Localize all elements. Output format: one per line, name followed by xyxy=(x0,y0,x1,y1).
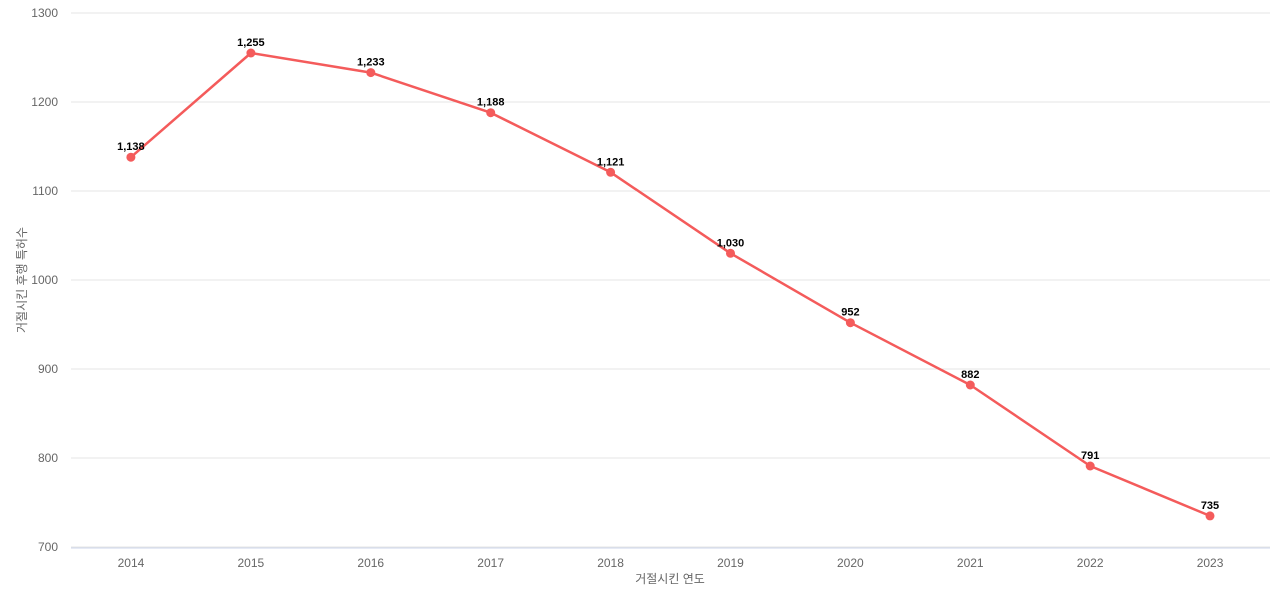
x-tick-labels: 2014 2015 2016 2017 2018 2019 2020 2021 2022 2023 xyxy=(118,556,1224,570)
x-tick-label: 2023 xyxy=(1197,556,1224,570)
data-point[interactable] xyxy=(1205,511,1215,521)
data-point-label: 791 xyxy=(1081,450,1099,462)
data-point-label: 1,188 xyxy=(477,97,505,109)
x-tick-label: 2018 xyxy=(597,556,624,570)
y-tick-label: 800 xyxy=(38,451,58,465)
y-tick-label: 1100 xyxy=(32,184,58,198)
data-point[interactable] xyxy=(486,108,496,118)
y-tick-labels: 700 800 900 1000 1100 1200 1300 xyxy=(31,6,58,554)
data-point[interactable] xyxy=(246,48,256,58)
x-tick-label: 2021 xyxy=(957,556,984,570)
series-path[interactable] xyxy=(129,51,1212,518)
x-tick-label: 2015 xyxy=(237,556,264,570)
x-tick-label: 2017 xyxy=(477,556,504,570)
data-point-label: 882 xyxy=(961,369,979,381)
data-point[interactable] xyxy=(126,152,136,162)
data-point[interactable] xyxy=(1085,461,1095,471)
data-point[interactable] xyxy=(366,68,376,78)
x-axis-title: 거절시킨 연도 xyxy=(635,572,705,586)
y-tick-label: 1300 xyxy=(31,6,58,20)
x-tick-label: 2016 xyxy=(357,556,384,570)
data-labels: 1,138 1,255 1,233 1,188 1,121 1,030 952 882 791 7… xyxy=(117,37,1219,512)
data-point-label: 1,255 xyxy=(237,37,265,49)
data-point-label: 1,121 xyxy=(597,156,625,168)
gridlines xyxy=(71,12,1270,548)
x-tick-label: 2020 xyxy=(837,556,864,570)
data-point[interactable] xyxy=(606,167,616,177)
data-point-label: 1,138 xyxy=(117,141,145,153)
y-tick-label: 700 xyxy=(38,540,58,554)
x-tick-label: 2014 xyxy=(118,556,145,570)
y-tick-label: 1000 xyxy=(31,273,58,287)
data-point-label: 952 xyxy=(841,307,859,319)
data-point[interactable] xyxy=(965,380,975,390)
series-line[interactable] xyxy=(126,48,1215,521)
data-point-label: 1,030 xyxy=(717,237,745,249)
y-tick-label: 900 xyxy=(38,362,58,376)
data-point-label: 1,233 xyxy=(357,57,385,69)
data-point[interactable] xyxy=(726,248,735,258)
data-point-label: 735 xyxy=(1201,500,1219,512)
y-axis-title: 거절시킨 후행 특허수 xyxy=(14,227,29,333)
x-tick-label: 2019 xyxy=(717,556,744,570)
data-point[interactable] xyxy=(845,318,855,328)
x-tick-label: 2022 xyxy=(1077,556,1104,570)
y-tick-label: 1200 xyxy=(31,95,58,109)
